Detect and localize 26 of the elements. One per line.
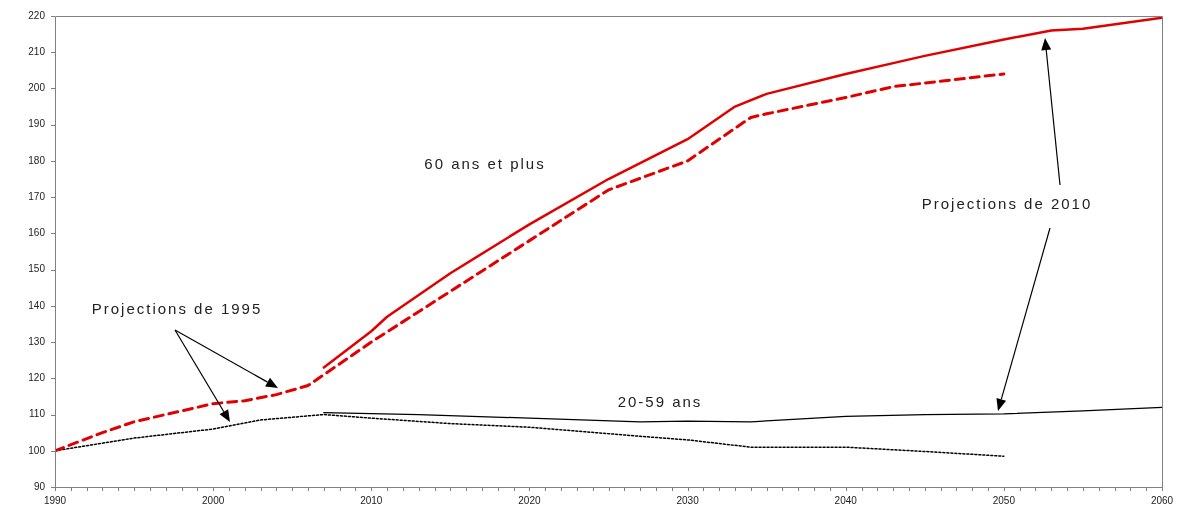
x-tick-label: 2030: [676, 494, 700, 506]
x-tick-label: 2020: [518, 494, 541, 506]
x-tick-label: 2010: [360, 494, 383, 506]
y-tick-label: 180: [28, 154, 46, 166]
y-tick-label: 160: [28, 227, 46, 239]
y-tick-label: 100: [28, 444, 46, 456]
y-tick-label: 130: [28, 335, 46, 347]
y-tick-label: 140: [28, 299, 46, 311]
x-tick-label: 2060: [1150, 494, 1174, 506]
annotation: Projections de 1995: [91, 300, 263, 318]
y-tick-label: 220: [28, 9, 46, 21]
y-tick-label: 200: [28, 82, 46, 94]
x-tick-label: 2040: [834, 494, 858, 506]
y-tick-label: 110: [29, 408, 46, 420]
x-tick-label: 1990: [43, 494, 67, 506]
y-tick-label: 170: [28, 190, 46, 202]
y-tick-label: 190: [28, 118, 46, 130]
y-tick-label: 120: [28, 372, 46, 384]
annotation: 20-59 ans: [617, 393, 703, 411]
x-tick-label: 2000: [202, 494, 225, 506]
y-tick-label: 90: [33, 480, 46, 492]
annotation: Projections de 2010: [921, 195, 1093, 213]
x-tick-label: 2050: [992, 494, 1016, 506]
y-tick-label: 150: [28, 263, 46, 275]
y-tick-label: 210: [28, 45, 46, 57]
annotation: 60 ans et plus: [424, 155, 546, 173]
